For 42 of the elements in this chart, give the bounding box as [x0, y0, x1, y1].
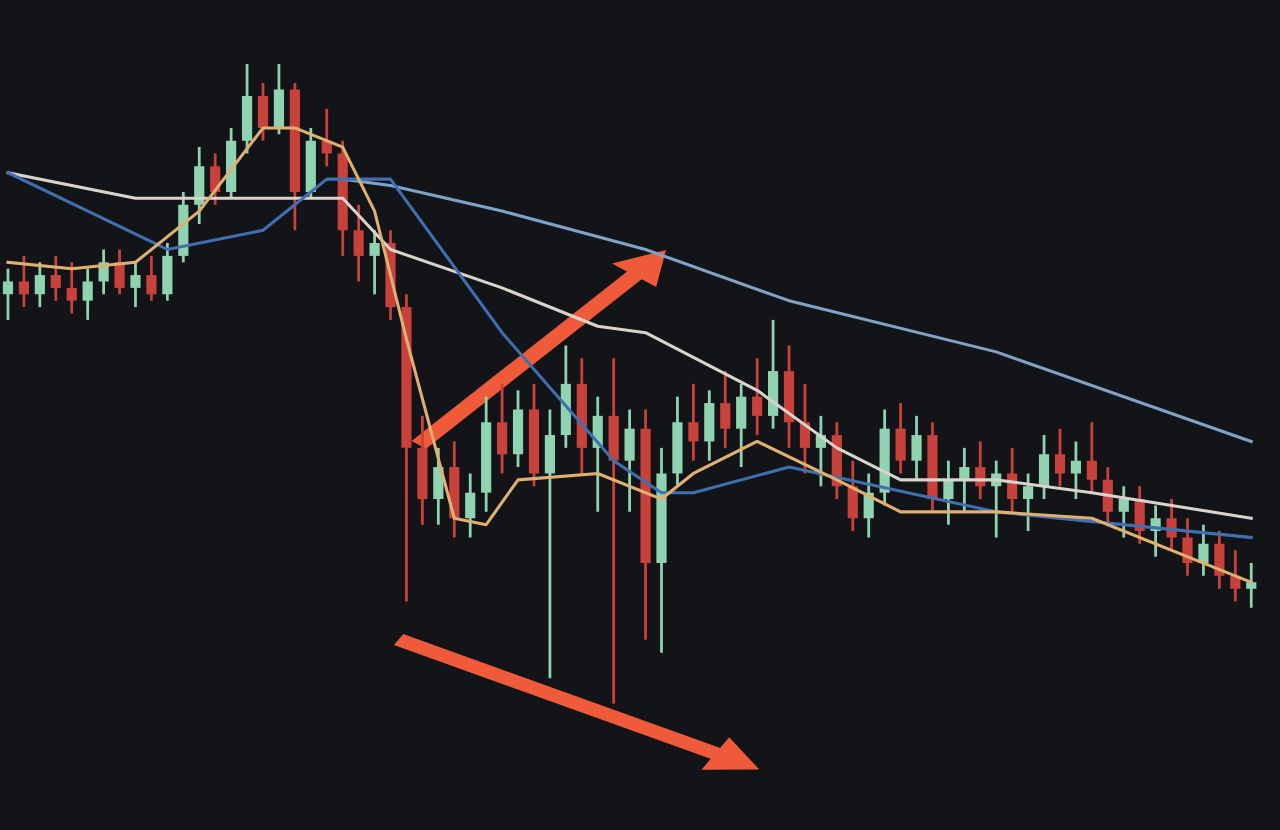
- candlestick: [2, 267, 14, 322]
- candlestick: [1054, 427, 1066, 488]
- candlestick: [66, 260, 77, 315]
- candlestick: [1023, 472, 1034, 533]
- candlestick: [911, 414, 922, 482]
- candlestick: [257, 81, 269, 143]
- candlestick: [353, 203, 364, 283]
- candlestick: [752, 356, 763, 437]
- candlestick: [608, 356, 619, 704]
- candlestick: [847, 459, 858, 533]
- candlestick: [1038, 433, 1050, 501]
- candlestick: [369, 228, 380, 296]
- candlestick: [1246, 561, 1257, 610]
- candlestick: [1198, 523, 1209, 578]
- candlestick: [34, 260, 45, 309]
- candlestick: [1086, 420, 1097, 495]
- candlestick: [512, 388, 524, 469]
- candlestick: [736, 382, 747, 469]
- candlestick: [497, 382, 508, 475]
- candlestick: [82, 267, 93, 322]
- candlestick: [114, 248, 125, 296]
- candlestick: [720, 369, 731, 450]
- candlestick: [162, 241, 173, 303]
- candlestick: [194, 145, 205, 226]
- candlestick: [1166, 497, 1177, 552]
- candlestick: [130, 260, 141, 309]
- candlestick: [624, 408, 635, 514]
- candlestick: [1182, 516, 1193, 578]
- candlestick: [273, 63, 285, 136]
- candlestick: [1070, 440, 1082, 501]
- candlestick: [465, 472, 476, 539]
- candlestick: [1118, 484, 1129, 539]
- candlestick: [18, 254, 30, 309]
- candlestick: [50, 254, 61, 303]
- candlestick: [544, 408, 556, 680]
- candlestick: [767, 318, 779, 431]
- candlestick: [146, 254, 157, 303]
- candlestick: [241, 63, 253, 155]
- candlestick: [688, 382, 699, 463]
- candlestick: [895, 401, 906, 475]
- candlestick: [943, 459, 954, 527]
- candlestick: [704, 388, 715, 463]
